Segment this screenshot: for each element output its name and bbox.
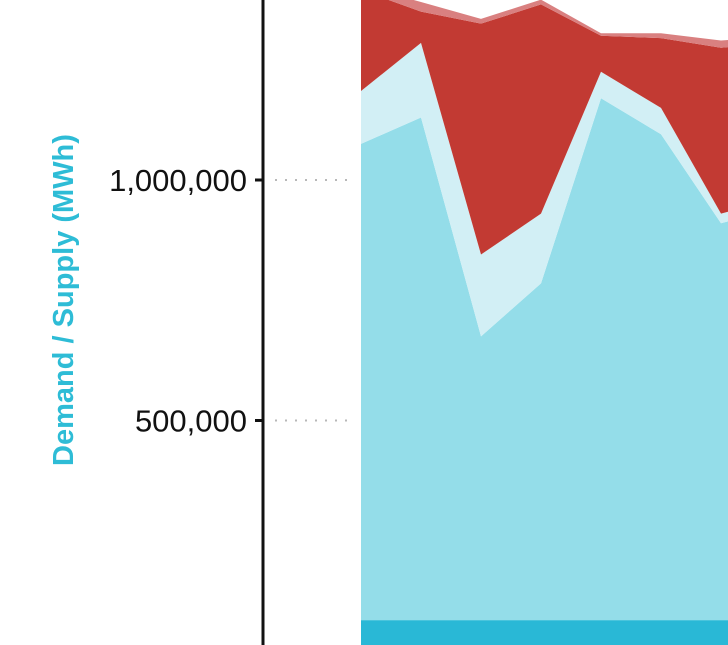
y-tick-label-1: 1,000,000 [109,163,247,198]
area-series-4 [388,0,728,48]
area-series-3 [361,0,728,255]
gridlines [275,179,355,422]
area-series-2 [361,42,728,337]
area-series-0 [361,620,728,645]
y-tick-label-0: 500,000 [135,404,247,439]
area-series-1 [361,98,728,621]
area-layer [361,0,728,645]
y-axis-ticks: 500,000 1,000,000 [109,163,263,439]
y-axis-title: Demand / Supply (MWh) [48,134,80,466]
